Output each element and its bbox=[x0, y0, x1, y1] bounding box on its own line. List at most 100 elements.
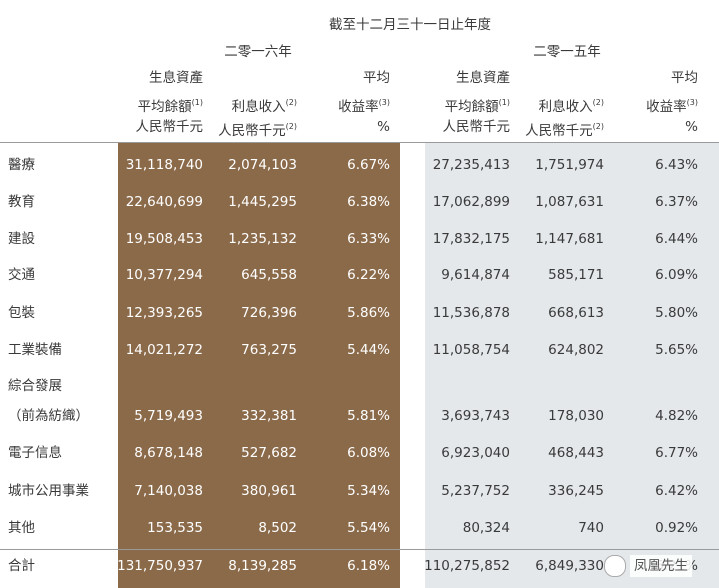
footnote-ref: (2) bbox=[285, 122, 297, 131]
cell: 5.34% bbox=[347, 483, 390, 499]
cell: 6.09% bbox=[655, 267, 698, 283]
row-label: 交通 bbox=[8, 267, 35, 283]
cell: 740 bbox=[578, 520, 604, 536]
footnote-ref: (3) bbox=[686, 97, 698, 107]
row-label: 包裝 bbox=[8, 305, 35, 321]
cell: 31,118,740 bbox=[125, 157, 203, 173]
cell: 153,535 bbox=[147, 520, 203, 536]
cell: 6.08% bbox=[347, 445, 390, 461]
year-header: 二零一五年 bbox=[533, 44, 601, 60]
cell: 5.80% bbox=[655, 305, 698, 321]
cell: 585,171 bbox=[548, 267, 604, 283]
cell: 10,377,294 bbox=[125, 267, 203, 283]
column-header: 平均餘額(1) bbox=[444, 97, 510, 115]
column-header: % bbox=[377, 119, 390, 135]
cell: 6.38% bbox=[347, 194, 390, 210]
cell: 27,235,413 bbox=[432, 157, 510, 173]
cell: 8,139,285 bbox=[228, 558, 297, 574]
cell: 4.82% bbox=[655, 408, 698, 424]
cell: 6.44% bbox=[655, 231, 698, 247]
cell: 6.33% bbox=[347, 231, 390, 247]
cell: 5.54% bbox=[347, 520, 390, 536]
row-label: 建設 bbox=[8, 231, 35, 247]
cell: 6,923,040 bbox=[441, 445, 510, 461]
cell: 11,536,878 bbox=[432, 305, 510, 321]
row-label: 綜合發展 bbox=[8, 378, 62, 394]
cell: 0.92% bbox=[655, 520, 698, 536]
cell: 332,381 bbox=[241, 408, 297, 424]
cell: 14,021,272 bbox=[125, 342, 203, 358]
row-label: （前為紡織） bbox=[8, 408, 89, 424]
cell: 726,396 bbox=[241, 305, 297, 321]
column-header: 人民幣千元(2) bbox=[218, 122, 297, 139]
cell: 131,750,937 bbox=[117, 558, 203, 574]
footnote-ref: (2) bbox=[285, 97, 297, 107]
footnote-ref: (3) bbox=[378, 97, 390, 107]
row-label: 其他 bbox=[8, 520, 35, 536]
cell: 1,445,295 bbox=[228, 194, 297, 210]
row-label: 合計 bbox=[8, 558, 35, 574]
cell: 22,640,699 bbox=[125, 194, 203, 210]
cell: 624,802 bbox=[548, 342, 604, 358]
footnote-ref: (2) bbox=[592, 122, 604, 131]
watermark: 凤凰先生 bbox=[630, 555, 692, 577]
column-header: 人民幣千元(2) bbox=[525, 122, 604, 139]
cell: 2,074,103 bbox=[228, 157, 297, 173]
cell: 380,961 bbox=[241, 483, 297, 499]
column-header: 利息收入(2) bbox=[231, 97, 297, 115]
footnote-ref: (1) bbox=[498, 97, 510, 107]
period-title: 截至十二月三十一日止年度 bbox=[329, 17, 491, 33]
cell: 80,324 bbox=[462, 520, 510, 536]
cell: 336,245 bbox=[548, 483, 604, 499]
cell: 6.22% bbox=[347, 267, 390, 283]
cell: 1,147,681 bbox=[535, 231, 604, 247]
highlight-2016 bbox=[118, 143, 400, 588]
cell: 110,275,852 bbox=[424, 558, 510, 574]
cell: 5.44% bbox=[347, 342, 390, 358]
column-header: 人民幣千元 bbox=[135, 119, 204, 135]
rule bbox=[0, 142, 719, 143]
row-label: 教育 bbox=[8, 194, 35, 210]
cell: 763,275 bbox=[241, 342, 297, 358]
cell: 1,751,974 bbox=[535, 157, 604, 173]
cell: 5.81% bbox=[347, 408, 390, 424]
cell: 1,235,132 bbox=[228, 231, 297, 247]
column-header: 人民幣千元 bbox=[442, 119, 511, 135]
cell: 8,502 bbox=[258, 520, 297, 536]
cell: 668,613 bbox=[548, 305, 604, 321]
column-header: 收益率(3) bbox=[338, 97, 390, 115]
column-header: % bbox=[685, 119, 698, 135]
cell: 1,087,631 bbox=[535, 194, 604, 210]
row-label: 工業裝備 bbox=[8, 342, 62, 358]
column-header: 收益率(3) bbox=[646, 97, 698, 115]
cell: 3,693,743 bbox=[441, 408, 510, 424]
cell: 5.86% bbox=[347, 305, 390, 321]
column-header: 平均餘額(1) bbox=[137, 97, 203, 115]
cell: 6.42% bbox=[655, 483, 698, 499]
rule bbox=[0, 549, 719, 550]
cell: 468,443 bbox=[548, 445, 604, 461]
cell: 6,849,330 bbox=[535, 558, 604, 574]
row-label: 城市公用事業 bbox=[8, 483, 89, 499]
cell: 6.67% bbox=[347, 157, 390, 173]
cell: 11,058,754 bbox=[432, 342, 510, 358]
cell: 6.18% bbox=[347, 558, 390, 574]
cell: 5,237,752 bbox=[441, 483, 510, 499]
cell: 9,614,874 bbox=[441, 267, 510, 283]
footnote-ref: (1) bbox=[191, 97, 203, 107]
highlight-2015 bbox=[425, 143, 719, 588]
cell: 178,030 bbox=[548, 408, 604, 424]
footnote-ref: (2) bbox=[592, 97, 604, 107]
column-header: 生息資產 bbox=[149, 70, 203, 86]
column-header: 利息收入(2) bbox=[538, 97, 604, 115]
row-label: 電子信息 bbox=[8, 445, 62, 461]
watermark-icon bbox=[604, 555, 626, 577]
cell: 6.43% bbox=[655, 157, 698, 173]
column-header: 平均 bbox=[363, 70, 390, 86]
cell: 17,832,175 bbox=[432, 231, 510, 247]
cell: 19,508,453 bbox=[125, 231, 203, 247]
year-header: 二零一六年 bbox=[224, 44, 292, 60]
cell: 17,062,899 bbox=[432, 194, 510, 210]
column-header: 平均 bbox=[671, 70, 698, 86]
